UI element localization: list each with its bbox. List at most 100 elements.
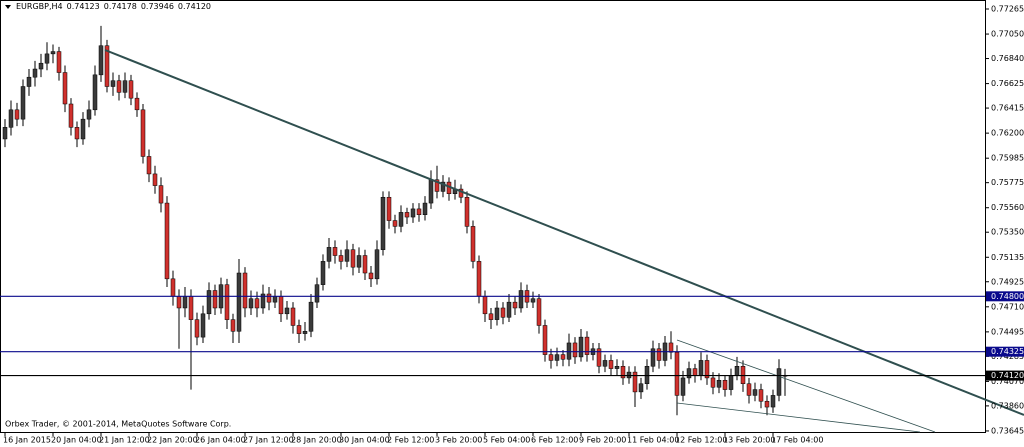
candle-body	[80, 118, 86, 140]
candle-body	[62, 72, 68, 105]
candle-body	[104, 45, 110, 87]
candle-body	[260, 293, 266, 309]
x-tick-label: 20 Jan 04:00	[51, 436, 102, 445]
candle-body	[344, 249, 350, 262]
y-tick-label: 0.73860	[991, 401, 1024, 410]
candle-body	[656, 348, 662, 361]
candle-body	[350, 249, 356, 268]
x-tick-label: 28 Jan 20:00	[291, 436, 342, 445]
candle-body	[98, 45, 104, 76]
candle-body	[392, 220, 398, 227]
x-tick-label: 22 Jan 20:00	[147, 436, 198, 445]
candle-body	[368, 272, 374, 280]
x-tick-label: 21 Jan 12:00	[99, 436, 150, 445]
candle-body	[140, 109, 146, 157]
candle-body	[698, 360, 704, 376]
candle-body	[272, 296, 278, 303]
candle-body	[530, 298, 536, 303]
candle-body	[248, 298, 254, 309]
last-low: 0.73946	[140, 2, 174, 11]
price-label-box	[986, 291, 1024, 302]
x-tick-label: 12 Feb 12:00	[675, 436, 727, 445]
last-open: 0.74123	[66, 2, 100, 11]
candle-body	[758, 389, 764, 402]
candle-body	[638, 383, 644, 393]
candle-body	[728, 375, 734, 390]
candle-body	[746, 383, 752, 396]
y-tick-label: 0.75560	[991, 203, 1024, 212]
menu-arrow	[5, 5, 11, 9]
candle-body	[536, 298, 542, 326]
y-tick-label: 0.74495	[991, 327, 1024, 336]
plot-border	[0, 0, 986, 433]
candle-body	[464, 196, 470, 227]
candle-body	[152, 173, 158, 186]
candle-body	[176, 296, 182, 309]
x-tick-label: 6 Feb 12:00	[531, 436, 578, 445]
candle-body	[512, 301, 518, 309]
candle-body	[428, 179, 434, 204]
candle-body	[704, 360, 710, 379]
y-tick-label: 0.77265	[991, 4, 1024, 13]
candle-body	[290, 307, 296, 326]
candle-body	[320, 261, 326, 285]
candle-body	[206, 290, 212, 315]
candle-body	[362, 255, 368, 274]
candle-body	[254, 298, 260, 309]
price-label-box	[986, 370, 1024, 381]
candle-body	[434, 179, 440, 192]
price-label: 0.74800	[991, 292, 1024, 301]
y-tick-label: 0.75135	[991, 253, 1024, 262]
candle-body	[2, 127, 8, 140]
candle-body	[278, 296, 284, 315]
candle-body	[74, 127, 80, 140]
candle-body	[14, 109, 20, 120]
candle-body	[548, 354, 554, 361]
candle-body	[296, 325, 302, 334]
candle-body	[386, 196, 392, 221]
candle-body	[692, 368, 698, 376]
candle-body	[584, 336, 590, 355]
candle-body	[374, 249, 380, 280]
candle-body	[608, 360, 614, 369]
candle-body	[110, 80, 116, 87]
candle-body	[68, 103, 74, 128]
x-tick-label: 26 Jan 04:00	[195, 436, 246, 445]
candle-body	[422, 202, 428, 215]
candle-body	[404, 212, 410, 218]
candle-body	[440, 181, 446, 192]
candle-body	[650, 348, 656, 367]
y-tick-label: 0.74925	[991, 277, 1024, 286]
candle-body	[44, 53, 50, 64]
y-tick-label: 0.74710	[991, 302, 1024, 311]
y-tick-label: 0.73645	[991, 426, 1024, 435]
x-tick-label: 30 Jan 04:00	[339, 436, 390, 445]
candle-body	[302, 331, 308, 334]
x-tick-label: 9 Feb 20:00	[579, 436, 626, 445]
candle-body	[632, 371, 638, 393]
candle-body	[146, 156, 152, 175]
price-label: 0.74325	[991, 347, 1024, 356]
candle-body	[188, 296, 194, 320]
candle-body	[212, 290, 218, 309]
candle-body	[116, 80, 122, 93]
candle-body	[554, 354, 560, 361]
candle-body	[770, 395, 776, 408]
candle-body	[314, 284, 320, 303]
candle-body	[482, 296, 488, 315]
candle-body	[776, 368, 782, 396]
candle-body	[338, 255, 344, 262]
candle-body	[266, 293, 272, 303]
y-tick-label: 0.74070	[991, 377, 1024, 386]
y-tick-label: 0.75350	[991, 228, 1024, 237]
y-tick-label: 0.76625	[991, 79, 1024, 88]
candle-body	[50, 51, 56, 55]
price-label: 0.74120	[991, 371, 1024, 380]
candle-body	[92, 74, 98, 111]
wedge-line	[676, 339, 936, 433]
candle-body	[56, 51, 62, 73]
candle-body	[134, 97, 140, 111]
candle-body	[20, 86, 26, 120]
last-high: 0.74178	[103, 2, 137, 11]
